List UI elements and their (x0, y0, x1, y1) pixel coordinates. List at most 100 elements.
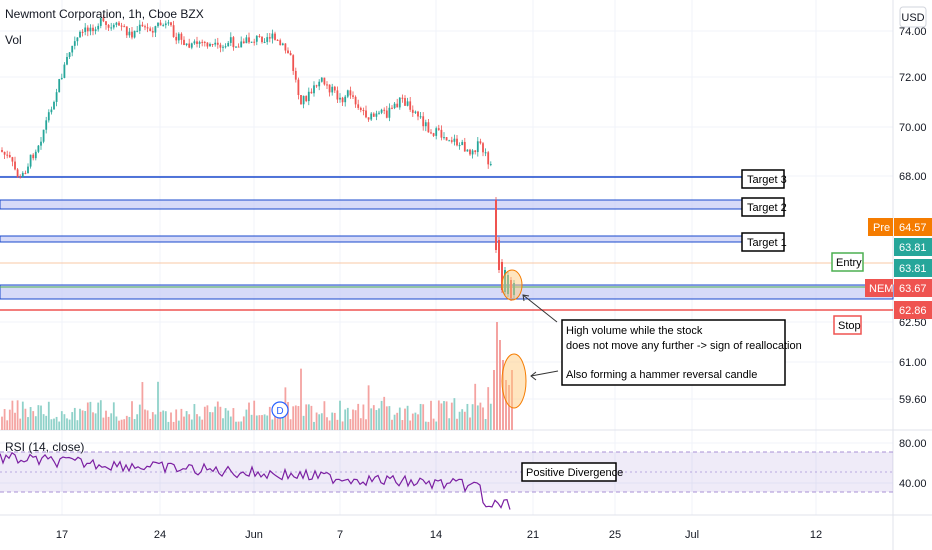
volume-bar (385, 406, 388, 430)
candle-body (203, 41, 206, 43)
volume-bar (42, 414, 45, 430)
price-axis: 74.00 72.00 70.00 68.00 62.50 61.00 59.6… (899, 26, 927, 490)
volume-bar (105, 410, 107, 430)
candle-body (214, 42, 217, 45)
stop-price-tag (894, 301, 932, 319)
candle-body (76, 37, 79, 42)
candle-body (463, 141, 466, 152)
volume-bar (315, 412, 318, 430)
volume-bar (11, 400, 14, 430)
volume-bar (79, 408, 81, 430)
volume-bar (141, 382, 144, 430)
time-tick: 14 (430, 529, 442, 541)
candle-body (79, 31, 81, 38)
candle-body (391, 107, 393, 109)
volume-bar (250, 414, 253, 430)
candle-body (146, 27, 149, 29)
candle-body (359, 107, 362, 111)
volume-bar (274, 414, 276, 430)
time-tick: Jul (685, 529, 699, 541)
volume-bar (92, 412, 94, 430)
volume-bar (263, 414, 266, 430)
volume-bar (81, 410, 84, 430)
candle-body (188, 43, 191, 48)
volume-bar (297, 406, 300, 430)
candle-body (120, 25, 123, 27)
volume-bar (245, 409, 248, 430)
rsi-panel: RSI (14, close) (0, 440, 893, 510)
volume-bar (177, 420, 180, 430)
candle-body (339, 97, 341, 100)
volume-bar (214, 406, 217, 430)
volume-bar (320, 413, 323, 430)
volume-bar (281, 409, 284, 430)
candle-body (498, 240, 500, 270)
volume-bar (144, 409, 146, 430)
volume-bar (422, 404, 425, 430)
volume-bar (37, 405, 40, 430)
volume-bar (430, 400, 432, 430)
volume-bar (487, 387, 490, 430)
volume-bar (482, 407, 484, 430)
candle-body (175, 36, 178, 41)
volume-bar (508, 385, 510, 430)
candle-body (354, 96, 357, 105)
candle-body (198, 41, 201, 44)
candle-body (310, 91, 313, 94)
pre-price-tag (894, 218, 932, 236)
volume-bar (302, 415, 305, 430)
nem-tag-label-bg (865, 279, 893, 297)
nem-tag-label: NEM (869, 283, 893, 295)
dividend-marker[interactable] (271, 401, 289, 419)
candle-body (437, 128, 440, 130)
candle-body (414, 111, 417, 113)
volume-bar (359, 418, 362, 430)
candle-body (232, 37, 235, 48)
volume-bar (120, 419, 123, 430)
candle-body (84, 27, 87, 32)
candle-body (136, 30, 139, 32)
candle-body (305, 95, 308, 102)
volume-bar (84, 411, 87, 430)
volume-bar (50, 419, 53, 430)
candle-body (180, 33, 183, 40)
volume-bar (209, 412, 211, 430)
candle-body (167, 22, 170, 24)
candle-body (461, 141, 464, 146)
time-tick: 25 (609, 529, 621, 541)
volume-bar (305, 404, 308, 430)
candle-body (94, 29, 97, 32)
currency-button[interactable] (899, 6, 927, 28)
volume-bar (125, 415, 128, 430)
volume-bar (352, 409, 354, 430)
volume-bar (167, 421, 170, 430)
candle-body (14, 161, 16, 170)
volume-bar (6, 420, 9, 430)
candle-body (263, 41, 266, 43)
volume-bar (227, 410, 230, 430)
volume-bar (118, 420, 120, 430)
volume-bar (375, 410, 378, 430)
time-tick: Jun (245, 529, 263, 541)
volume-bar (370, 408, 373, 430)
volume-bar (24, 408, 27, 430)
volume-bar (461, 409, 464, 430)
candle-body (300, 95, 302, 105)
candle-body (346, 90, 349, 97)
candle-body (388, 107, 391, 118)
pre-tag-label: Pre (873, 222, 890, 234)
candle-body (396, 103, 399, 108)
candle-body (209, 43, 211, 47)
volume-bar (110, 413, 113, 430)
volume-bar (183, 416, 185, 430)
volume-bar (34, 416, 37, 430)
time-tick: 7 (337, 529, 343, 541)
arrow-head-volume (530, 371, 537, 381)
volume-bar (128, 416, 131, 430)
candle-body (102, 18, 105, 22)
last-price-value: 63.67 (899, 283, 927, 295)
candle-body (357, 104, 360, 108)
candle-body (63, 64, 66, 78)
entry-price-tag-2 (894, 259, 932, 277)
